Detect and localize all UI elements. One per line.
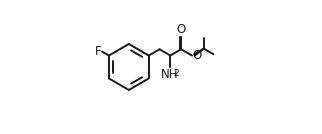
Text: O: O (176, 23, 186, 36)
Text: F: F (95, 45, 101, 58)
Text: NH: NH (161, 68, 178, 81)
Text: 2: 2 (173, 69, 179, 78)
Text: O: O (193, 49, 202, 62)
